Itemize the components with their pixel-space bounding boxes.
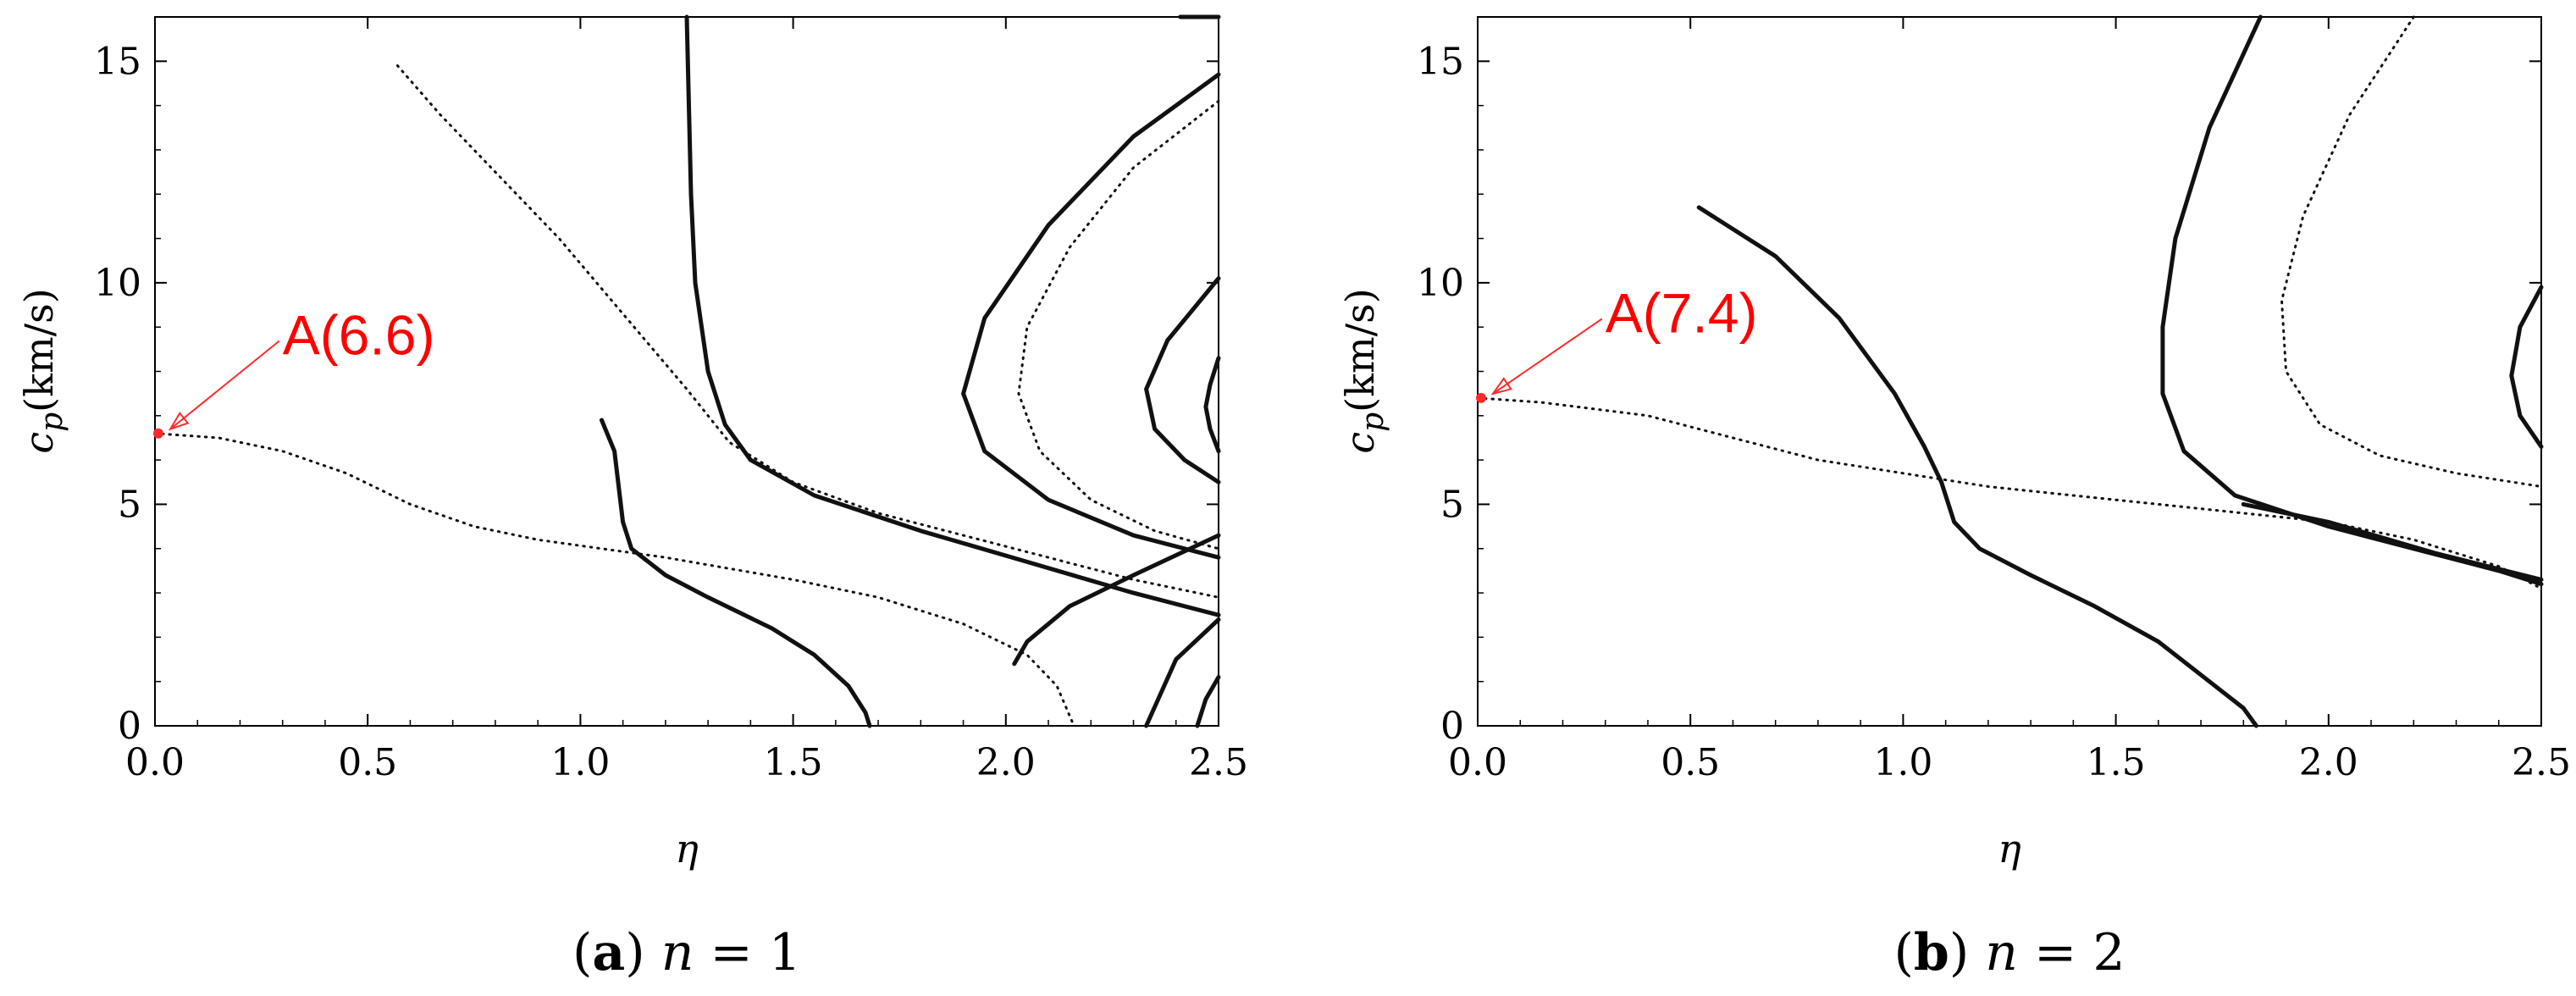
y-tick-label: 10	[1417, 262, 1464, 305]
annotation-point-a	[153, 428, 163, 439]
y-tick-label: 5	[1440, 483, 1464, 526]
x-tick-label: 2.0	[976, 741, 1036, 784]
x-tick-label: 1.0	[550, 741, 610, 784]
dispersion-curve-b-1	[1476, 396, 2543, 590]
caption-letter-b: b	[1914, 923, 1949, 982]
y-axis-ticks-a: 0 5 10 15	[94, 16, 1219, 748]
y-tick-label: 15	[1417, 40, 1464, 83]
caption-b: (b) n = 2	[1893, 923, 2125, 982]
dispersion-curve-a-9	[1203, 356, 1221, 454]
dispersion-curve-b-2	[1696, 205, 2258, 728]
dispersion-curve-a-8	[1144, 276, 1221, 484]
y-tick-label: 15	[94, 40, 141, 83]
x-tick-label: 0.0	[125, 741, 185, 784]
y-tick-label: 0	[1440, 705, 1464, 748]
series-layer-a	[153, 14, 1221, 728]
dispersion-curve-b-3	[2160, 14, 2544, 587]
annotation-a: A(6.6)	[153, 304, 434, 439]
dispersion-curve-b-6	[2241, 501, 2544, 582]
caption-a: (a) n = 1	[572, 923, 801, 982]
annotation-arrowhead-b	[1490, 377, 1512, 396]
y-axis-label-unit-b: (km/s)	[1337, 288, 1383, 412]
dispersion-curve-a-12	[1195, 675, 1221, 728]
x-axis-label-b: η	[1998, 826, 2021, 872]
x-axis-ticks-a: 0.0 0.5 1.0 1.5 2.0 2.5	[125, 17, 1248, 784]
dispersion-curve-a-11	[1144, 617, 1221, 728]
dispersion-curve-a-10	[1012, 533, 1221, 667]
chart-panel-b: 0.0 0.5 1.0 1.5 2.0 2.5 0 5 10 15 A(7.4) η cp(km…	[1337, 14, 2571, 982]
dispersion-curve-b-5	[2509, 285, 2544, 449]
caption-rest-a: = 1	[694, 923, 801, 982]
caption-letter-a: a	[592, 923, 625, 982]
dispersion-curve-a-3	[600, 418, 872, 728]
dispersion-curve-a-1	[153, 432, 1075, 728]
caption-var-b: n	[1985, 923, 2018, 982]
plot-area-a	[154, 16, 1219, 727]
y-tick-label: 0	[118, 705, 141, 748]
dispersion-curve-a-6	[1017, 99, 1220, 551]
annotation-point-b	[1476, 392, 1486, 403]
chart-panel-a: 0.0 0.5 1.0 1.5 2.0 2.5 0 5 10 15 A(6.6) η cp(km…	[16, 14, 1248, 982]
y-axis-label-b: cp(km/s)	[1337, 288, 1390, 453]
series-layer-b	[1476, 14, 2544, 728]
y-axis-label-main-a: c	[16, 432, 62, 454]
annotation-b: A(7.4)	[1476, 281, 1758, 403]
x-tick-label: 1.0	[1873, 741, 1932, 784]
annotation-arrowhead-a	[168, 412, 190, 431]
x-tick-label: 2.0	[2299, 741, 2358, 784]
plot-area-b	[1477, 16, 2542, 727]
annotation-label-b: A(7.4)	[1606, 281, 1758, 344]
y-axis-label-main-b: c	[1337, 432, 1383, 454]
x-tick-label: 2.5	[1189, 741, 1248, 784]
y-axis-label-sub-b: p	[1356, 412, 1390, 432]
x-axis-ticks-b: 0.0 0.5 1.0 1.5 2.0 2.5	[1448, 17, 2571, 784]
y-tick-label: 5	[118, 483, 141, 526]
dispersion-curve-a-2	[395, 64, 1220, 599]
x-tick-label: 2.5	[2512, 741, 2571, 784]
caption-rest-b: = 2	[2018, 923, 2125, 982]
x-tick-label: 1.5	[2087, 741, 2146, 784]
x-axis-label-a: η	[675, 826, 699, 872]
x-tick-label: 0.0	[1448, 741, 1507, 784]
y-axis-label-unit-a: (km/s)	[16, 288, 62, 412]
annotation-arrow-a	[169, 340, 280, 430]
dispersion-curve-b-4	[2280, 15, 2543, 488]
y-tick-label: 10	[94, 262, 141, 305]
dispersion-curve-a-5	[961, 72, 1221, 560]
x-tick-label: 0.5	[338, 741, 397, 784]
y-axis-label-a: cp(km/s)	[16, 288, 69, 453]
caption-var-a: n	[661, 923, 694, 982]
dispersion-curve-a-4	[684, 14, 1221, 617]
annotation-label-a: A(6.6)	[283, 304, 435, 367]
y-axis-label-sub-a: p	[35, 412, 69, 432]
y-axis-ticks-b: 0 5 10 15	[1417, 16, 2541, 748]
x-tick-label: 0.5	[1661, 741, 1720, 784]
x-tick-label: 1.5	[764, 741, 823, 784]
annotation-arrow-b	[1492, 318, 1603, 395]
